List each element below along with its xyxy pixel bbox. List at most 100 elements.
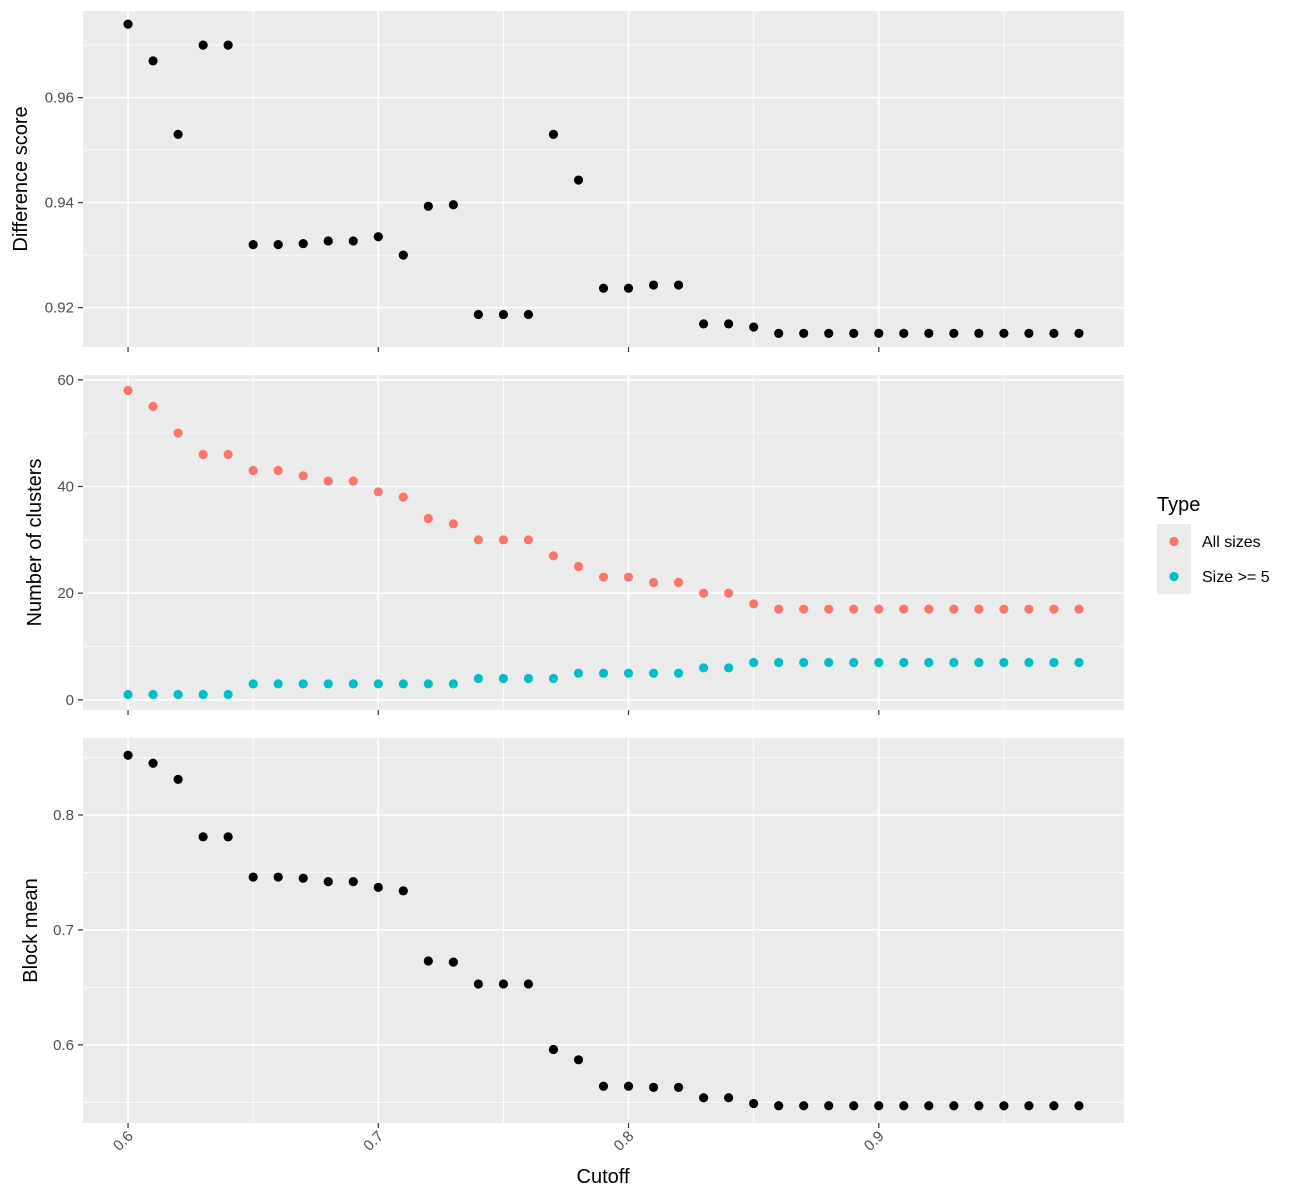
data-point xyxy=(824,657,834,668)
data-point xyxy=(824,604,834,614)
data-point xyxy=(849,1101,859,1111)
data-point xyxy=(548,1044,559,1055)
data-point xyxy=(548,673,559,684)
data-point xyxy=(398,886,408,896)
data-point xyxy=(448,679,458,689)
data-point xyxy=(849,657,859,668)
data-point xyxy=(298,471,308,481)
data-point xyxy=(673,280,684,290)
data-point xyxy=(423,201,433,211)
data-point xyxy=(749,322,759,332)
data-point xyxy=(724,663,734,673)
data-point xyxy=(323,877,333,887)
data-point xyxy=(573,1055,584,1065)
data-point xyxy=(248,465,258,476)
data-point xyxy=(148,401,158,412)
data-point xyxy=(173,689,183,700)
data-point xyxy=(799,604,809,614)
data-point xyxy=(423,513,433,524)
data-point xyxy=(899,604,909,614)
legend-entries: All sizes Size >= 5 xyxy=(1157,524,1270,594)
data-point xyxy=(598,1081,609,1091)
data-point xyxy=(949,604,959,614)
data-point xyxy=(323,679,333,689)
data-point xyxy=(974,604,984,614)
y-axis-title: Block mean xyxy=(20,878,42,983)
data-point xyxy=(749,657,759,668)
series-2 xyxy=(123,657,1084,700)
data-point xyxy=(999,328,1009,338)
data-point xyxy=(824,1101,834,1111)
data-point xyxy=(724,1093,734,1103)
data-point xyxy=(1049,657,1059,668)
data-point xyxy=(498,309,509,320)
data-point xyxy=(673,668,684,678)
data-point xyxy=(623,668,634,678)
data-point xyxy=(899,328,909,338)
data-point xyxy=(548,129,559,139)
data-point xyxy=(423,679,433,689)
data-point xyxy=(949,657,959,668)
data-point xyxy=(849,604,859,614)
series-1 xyxy=(123,750,1084,1111)
data-point xyxy=(298,873,308,883)
data-point xyxy=(774,1101,784,1111)
y-tick-label: 0.7 xyxy=(53,922,74,939)
y-axis-title: Difference score xyxy=(10,106,32,251)
data-point xyxy=(749,1098,759,1109)
data-point xyxy=(348,679,358,689)
data-point xyxy=(548,551,559,561)
legend-label: Size >= 5 xyxy=(1202,569,1270,586)
data-point xyxy=(348,877,358,887)
data-point xyxy=(899,657,909,668)
data-point xyxy=(423,956,433,966)
data-point xyxy=(248,679,258,689)
data-point xyxy=(323,236,333,246)
legend: Type All sizes Size >= 5 xyxy=(1157,494,1270,594)
y-axis-title: Number of clusters xyxy=(24,459,46,627)
data-point xyxy=(623,1081,634,1091)
data-point xyxy=(198,832,208,842)
data-point xyxy=(999,657,1009,668)
data-point xyxy=(598,572,609,582)
x-tick-label: 0.9 xyxy=(861,1128,888,1155)
data-point xyxy=(749,599,759,609)
data-point xyxy=(999,1101,1009,1111)
data-point xyxy=(924,604,934,614)
data-point xyxy=(874,657,884,668)
data-point xyxy=(949,1101,959,1111)
x-tick-label: 0.6 xyxy=(110,1128,137,1155)
data-point xyxy=(348,236,358,246)
x-tick-label: 0.7 xyxy=(360,1128,387,1155)
data-point xyxy=(899,1101,909,1111)
data-point xyxy=(223,832,233,842)
data-point xyxy=(523,979,534,989)
data-point xyxy=(774,328,784,338)
data-point xyxy=(373,679,383,689)
data-point xyxy=(799,328,809,338)
legend-title: Type xyxy=(1157,494,1200,516)
data-point xyxy=(348,476,358,486)
data-point xyxy=(874,604,884,614)
data-point xyxy=(148,56,158,66)
data-point xyxy=(1049,328,1059,338)
data-point xyxy=(648,668,659,678)
data-point xyxy=(298,679,308,689)
data-point xyxy=(398,492,408,502)
panel-2: 0 20 40 60 Number of clusters xyxy=(24,372,1124,715)
data-point xyxy=(173,428,183,438)
data-point xyxy=(874,328,884,338)
y-tick-label: 0 xyxy=(66,692,74,709)
data-point xyxy=(398,679,408,689)
data-point xyxy=(523,535,534,545)
data-point xyxy=(373,882,383,893)
data-point xyxy=(198,689,208,700)
x-tick-labels: 0.6 0.7 0.8 0.9 xyxy=(110,1128,887,1155)
data-point xyxy=(573,668,584,678)
data-point xyxy=(698,1093,709,1103)
data-point xyxy=(148,689,158,700)
data-point xyxy=(498,979,509,989)
data-point xyxy=(974,1101,984,1111)
data-point xyxy=(198,449,208,460)
data-point xyxy=(123,19,133,29)
